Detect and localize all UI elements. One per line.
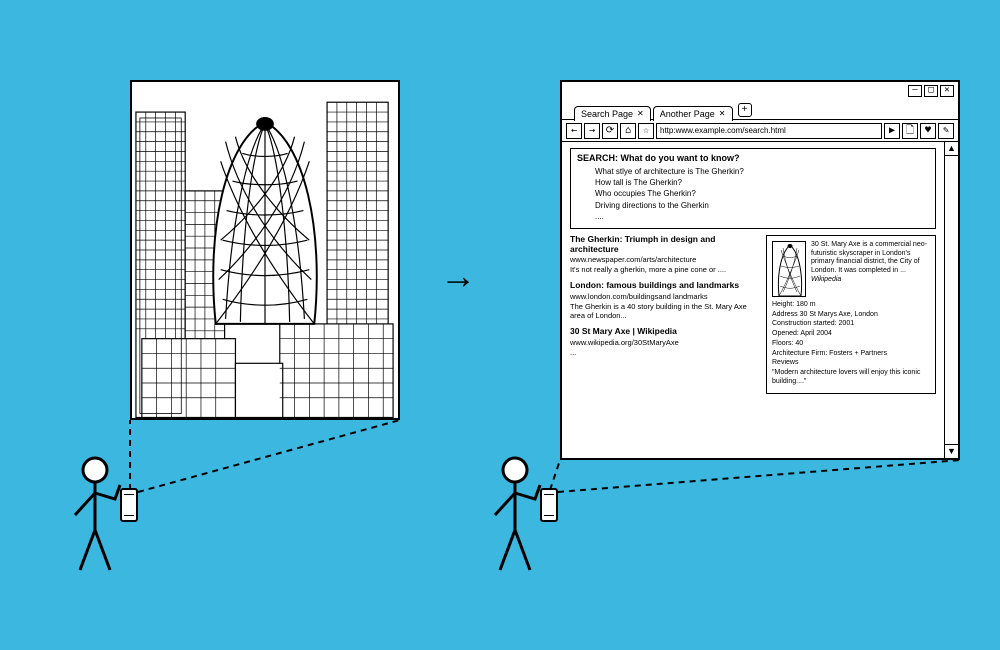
tab-bar: Search Page ✕ Another Page ✕ +: [562, 100, 958, 120]
url-input[interactable]: http:www.example.com/search.html: [656, 123, 882, 139]
window-titlebar: – □ ✕: [562, 82, 958, 100]
infobox-fact: Reviews: [772, 359, 930, 368]
infobox-fact: Address 30 St Marys Axe, London: [772, 311, 930, 320]
result-url: www.london.com/buildingsand landmarks: [570, 292, 758, 301]
search-box: SEARCH: What do you want to know? What s…: [570, 148, 936, 229]
forward-button[interactable]: →: [584, 123, 600, 139]
camera-view-panel: [130, 80, 400, 420]
search-result[interactable]: The Gherkin: Triumph in design and archi…: [570, 235, 758, 275]
browser-toolbar: ← → ⟳ ⌂ ☆ http:www.example.com/search.ht…: [562, 120, 958, 142]
search-heading: SEARCH: What do you want to know?: [577, 153, 929, 163]
knowledge-panel: 30 St. Mary Axe is a commercial neo-futu…: [766, 235, 936, 394]
tab-another-page[interactable]: Another Page ✕: [653, 106, 733, 121]
scroll-down-button[interactable]: ▼: [945, 444, 958, 458]
heart-icon[interactable]: ♥: [920, 123, 936, 139]
bookmark-button[interactable]: ☆: [638, 123, 654, 139]
result-title: London: famous buildings and landmarks: [570, 281, 758, 291]
result-url: www.wikipedia.org/30StMaryAxe: [570, 338, 758, 347]
tab-close-icon[interactable]: ✕: [637, 109, 644, 118]
infobox-fact: Floors: 40: [772, 340, 930, 349]
infobox-blurb: 30 St. Mary Axe is a commercial neo-futu…: [811, 241, 927, 274]
tab-label: Another Page: [660, 109, 715, 119]
tab-close-icon[interactable]: ✕: [719, 109, 726, 118]
window-close-button[interactable]: ✕: [940, 85, 954, 97]
skyline-illustration: [132, 82, 398, 418]
scroll-up-button[interactable]: ▲: [945, 142, 958, 156]
infobox-facts: Height: 180 m Address 30 St Marys Axe, L…: [772, 301, 930, 387]
tools-icon[interactable]: ✎: [938, 123, 954, 139]
result-snippet: It's not really a gherkin, more a pine c…: [570, 265, 758, 274]
result-title: The Gherkin: Triumph in design and archi…: [570, 235, 758, 255]
search-suggestion[interactable]: ....: [577, 211, 929, 222]
result-snippet: ...: [570, 348, 758, 357]
infobox-fact: Opened: April 2004: [772, 330, 930, 339]
infobox-fact: Height: 180 m: [772, 301, 930, 310]
new-tab-button[interactable]: +: [738, 103, 752, 117]
reload-button[interactable]: ⟳: [602, 123, 618, 139]
result-url: www.newspaper.com/arts/architecture: [570, 255, 758, 264]
search-suggestion[interactable]: What stlye of architecture is The Gherki…: [577, 166, 929, 177]
phone-icon: [540, 488, 558, 522]
search-suggestion[interactable]: Who occupies The Gherkin?: [577, 188, 929, 199]
window-maximize-button[interactable]: □: [924, 85, 938, 97]
window-minimize-button[interactable]: –: [908, 85, 922, 97]
search-result[interactable]: London: famous buildings and landmarks w…: [570, 281, 758, 320]
page-icon[interactable]: 🗋: [902, 123, 918, 139]
gherkin-thumbnail: [772, 241, 806, 297]
vertical-scrollbar[interactable]: ▲ ▼: [944, 142, 958, 458]
result-snippet: The Gherkin is a 40 story building in th…: [570, 302, 758, 320]
infobox-source: Wikipedia: [811, 276, 930, 285]
scroll-track[interactable]: [945, 156, 958, 444]
infobox-fact: Architecture Firm: Fosters + Partners: [772, 350, 930, 359]
browser-window: – □ ✕ Search Page ✕ Another Page ✕ + ← →…: [560, 80, 960, 460]
phone-icon: [120, 488, 138, 522]
result-title: 30 St Mary Axe | Wikipedia: [570, 327, 758, 337]
infobox-fact: "Modern architecture lovers will enjoy t…: [772, 369, 930, 387]
back-button[interactable]: ←: [566, 123, 582, 139]
transition-arrow-icon: →: [440, 255, 476, 297]
search-result[interactable]: 30 St Mary Axe | Wikipedia www.wikipedia…: [570, 327, 758, 357]
results-list: The Gherkin: Triumph in design and archi…: [570, 235, 758, 394]
search-suggestion[interactable]: Driving directions to the Gherkin: [577, 200, 929, 211]
home-button[interactable]: ⌂: [620, 123, 636, 139]
tab-search-page[interactable]: Search Page ✕: [574, 106, 651, 121]
search-results-page: SEARCH: What do you want to know? What s…: [562, 142, 944, 458]
play-icon[interactable]: ▶: [884, 123, 900, 139]
search-suggestion[interactable]: How tall is The Gherkin?: [577, 177, 929, 188]
viewport: SEARCH: What do you want to know? What s…: [562, 142, 958, 458]
infobox-fact: Construction started: 2001: [772, 320, 930, 329]
tab-label: Search Page: [581, 109, 633, 119]
